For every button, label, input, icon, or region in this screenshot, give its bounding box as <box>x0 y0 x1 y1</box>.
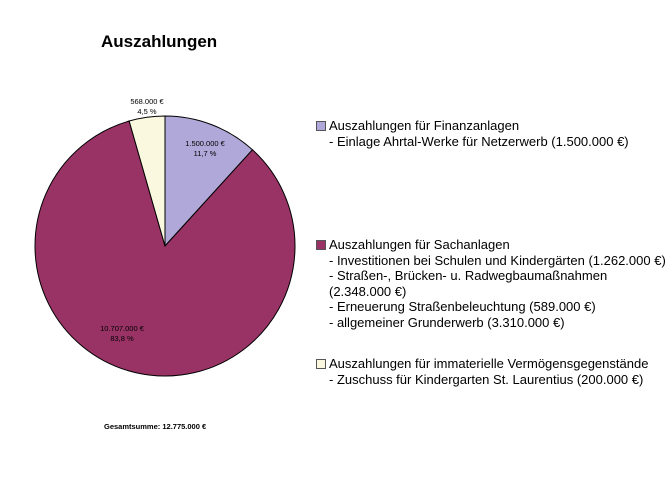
chart-title: Auszahlungen <box>101 32 218 51</box>
legend-title: Auszahlungen für Finanzanlagen <box>329 118 520 133</box>
legend-title: Auszahlungen für immaterielle Vermögensg… <box>329 356 649 371</box>
legend-item: - allgemeiner Grunderwerb (3.310.000 €) <box>329 314 565 330</box>
legend-entry-sachanlagen: Auszahlungen für Sachanlagen - Investitio… <box>316 237 666 330</box>
legend-item: - Straßen-, Brücken- u. Radwegbaumaßnahm… <box>329 268 608 283</box>
legend-item: - Einlage Ahrtal-Werke für Netzerwerb (1… <box>329 133 629 149</box>
total-label: Gesamtsumme: 12.775.000 € <box>104 422 207 431</box>
legend-item: - Zuschuss für Kindergarten St. Laurenti… <box>329 371 644 387</box>
slice-percent-label: 4,5 % <box>137 107 157 116</box>
pie-slice-sachanlagen <box>34 120 296 377</box>
legend-entry-finanzanlagen: Auszahlungen für Finanzanlagen - Einlage … <box>316 118 629 149</box>
legend-swatch <box>316 359 326 369</box>
legend-item: - Erneuerung Straßenbeleuchtung (589.000… <box>329 299 596 314</box>
legend-swatch <box>316 240 326 250</box>
legend-item: (2.348.000 €) <box>329 283 407 299</box>
slice-percent-label: 83,8 % <box>110 334 134 343</box>
slice-value-label: 1.500.000 € <box>185 139 225 148</box>
legend-item: - Investitionen bei Schulen und Kindergä… <box>329 252 666 268</box>
legend-heading: Auszahlungen für Finanzanlagen <box>316 118 629 134</box>
legend-heading: Auszahlungen für Sachanlagen <box>316 237 666 253</box>
pie-slice-immaterielle <box>128 115 166 247</box>
pie-slice-finanzanlagen <box>164 115 254 248</box>
legend-heading: Auszahlungen für immaterielle Vermögensg… <box>316 356 648 372</box>
legend-entry-immaterielle: Auszahlungen für immaterielle Vermögensg… <box>316 356 648 387</box>
slice-percent-label: 11,7 % <box>194 149 217 158</box>
legend-title: Auszahlungen für Sachanlagen <box>329 237 510 252</box>
legend-swatch <box>316 121 326 131</box>
slice-value-label: 568.000 € <box>130 97 164 106</box>
slice-value-label: 10.707.000 € <box>100 324 145 333</box>
